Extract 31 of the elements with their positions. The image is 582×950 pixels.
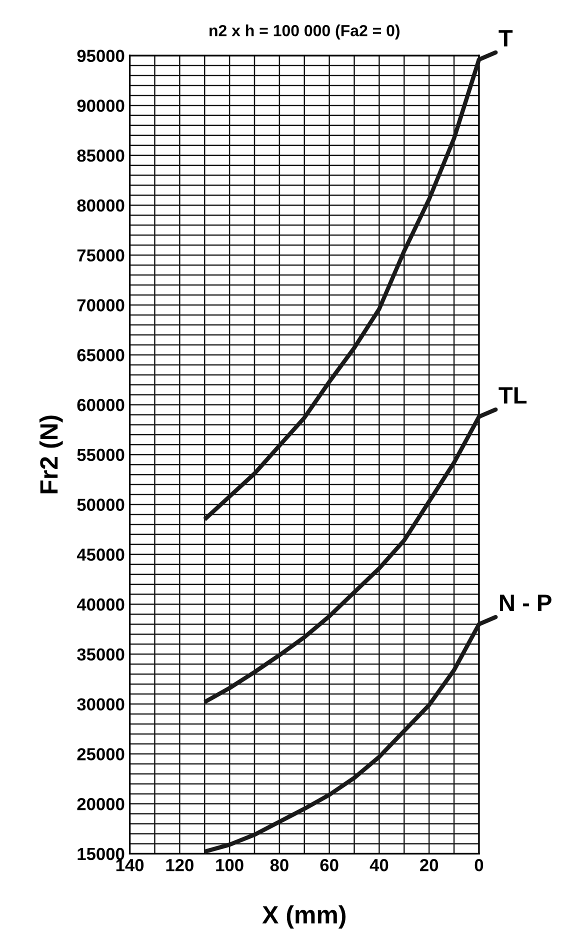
x-axis-title: X (mm) bbox=[262, 905, 346, 929]
x-tick-label: 20 bbox=[420, 858, 438, 872]
chart-title: n2 x h = 100 000 (Fa2 = 0) bbox=[210, 24, 400, 40]
y-tick-label: 55000 bbox=[77, 448, 124, 462]
x-tick-label: 60 bbox=[320, 858, 338, 872]
series-label: T bbox=[498, 30, 513, 46]
series-label: TL bbox=[498, 387, 527, 404]
y-tick-label: 90000 bbox=[77, 100, 124, 112]
y-tick-label: 40000 bbox=[76, 598, 124, 611]
x-tick-label: 120 bbox=[166, 858, 194, 872]
y-tick-label: 65000 bbox=[77, 349, 124, 362]
y-tick-label: 95000 bbox=[77, 50, 124, 62]
y-axis-title: Fr2 (N) bbox=[39, 416, 63, 494]
x-tick-label: 0 bbox=[474, 858, 484, 872]
y-tick-label: 45000 bbox=[76, 548, 124, 561]
y-tick-label: 50000 bbox=[77, 498, 124, 511]
y-tick-label: 25000 bbox=[77, 748, 124, 760]
y-tick-label: 15000 bbox=[78, 848, 124, 860]
x-tick-label: 100 bbox=[216, 858, 244, 872]
y-tick-label: 85000 bbox=[77, 150, 124, 162]
x-tick-label: 80 bbox=[270, 858, 288, 872]
y-tick-label: 75000 bbox=[77, 249, 124, 262]
y-tick-label: 30000 bbox=[77, 698, 124, 711]
x-tick-label: 40 bbox=[370, 858, 388, 872]
series-label: N - P bbox=[500, 594, 552, 611]
y-tick-label: 35000 bbox=[77, 648, 124, 661]
y-tick-label: 70000 bbox=[77, 299, 124, 312]
y-tick-label: 80000 bbox=[77, 199, 124, 212]
y-tick-label: 60000 bbox=[77, 398, 124, 412]
y-tick-label: 20000 bbox=[77, 798, 124, 810]
x-tick-label: 140 bbox=[116, 858, 144, 872]
